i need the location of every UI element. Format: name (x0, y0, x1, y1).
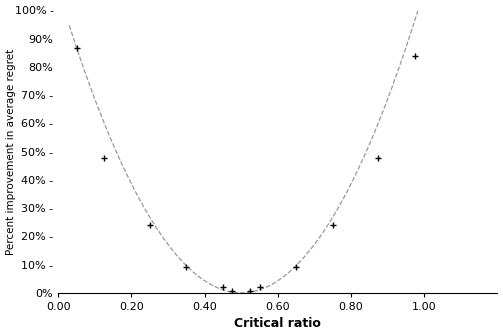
X-axis label: Critical ratio: Critical ratio (234, 318, 321, 330)
Y-axis label: Percent improvement in average regret: Percent improvement in average regret (6, 49, 16, 255)
Text: 100% -: 100% - (15, 6, 54, 15)
